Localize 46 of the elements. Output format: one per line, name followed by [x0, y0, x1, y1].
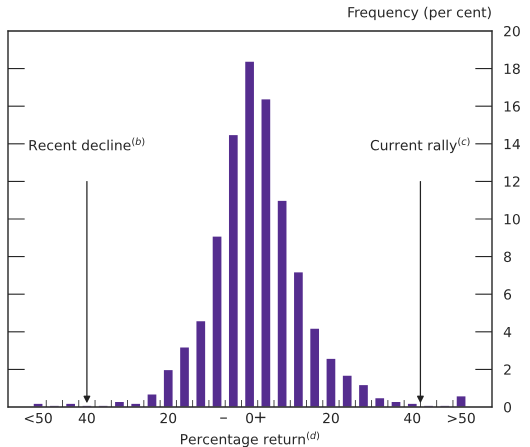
bar — [406, 402, 418, 407]
y-tick-label: 14 — [504, 138, 520, 150]
x-tick-label: 40 — [404, 412, 420, 424]
bar — [292, 270, 304, 407]
y-tick-label: 10 — [504, 214, 520, 224]
bar — [178, 346, 190, 407]
bar — [276, 200, 288, 407]
x-tick-label: 20 — [323, 412, 339, 424]
y-tick-label: 0 — [504, 402, 512, 412]
bar — [374, 396, 386, 407]
text: – — [220, 418, 227, 419]
bar — [244, 60, 256, 407]
x-tick-label: <50 — [24, 412, 52, 424]
bar — [358, 384, 370, 407]
y-tick-label: 6 — [504, 289, 512, 300]
y-tick-label: 4 — [504, 326, 512, 338]
bar — [260, 98, 272, 407]
bar — [64, 402, 76, 407]
y-tick-label: 8 — [504, 252, 511, 262]
y-tick-label: 20 — [504, 26, 520, 36]
bar — [114, 400, 126, 407]
annotation: Recent decline$^{(b)}$ — [30, 138, 144, 150]
bar — [308, 327, 320, 407]
x-axis-title: Percentage return$^{(d)}$ — [181, 432, 320, 447]
x-tick-label: >50 — [448, 412, 475, 424]
bar — [325, 357, 337, 407]
text: + — [254, 412, 266, 423]
bar — [455, 395, 467, 407]
bar — [228, 134, 240, 407]
bar — [195, 320, 207, 407]
bar — [32, 402, 44, 407]
y-tick-label: 18 — [504, 64, 520, 74]
y-tick-label: 12 — [504, 176, 520, 187]
bar — [211, 235, 223, 407]
x-tick-label: 0 — [246, 412, 254, 424]
bar — [146, 393, 158, 407]
x-tick-label: 40 — [78, 412, 95, 424]
bar — [341, 374, 353, 407]
y-tick-label: 2 — [504, 364, 511, 375]
x-tick-label: 20 — [160, 412, 176, 424]
bar — [390, 400, 402, 407]
y-axis-title: Frequency (per cent) — [348, 6, 491, 20]
bar — [162, 368, 174, 407]
annotation: Current rally$^{(c)}$ — [370, 138, 470, 154]
y-tick-label: 16 — [504, 101, 520, 112]
bar — [130, 402, 142, 407]
